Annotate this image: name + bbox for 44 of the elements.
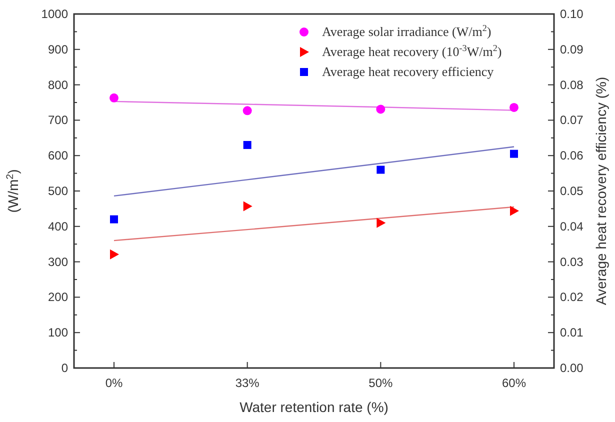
line-series bbox=[113, 146, 515, 197]
legend-label: Average heat recovery (10$^{-3}$W/m$^{2}$) bbox=[322, 43, 502, 59]
y2-tick-label: 0.07 bbox=[560, 113, 584, 128]
y2-tick-label: 0.05 bbox=[560, 184, 584, 198]
x-tick-label: 33% bbox=[235, 376, 260, 390]
point bbox=[110, 215, 118, 224]
y-tick-label: 400 bbox=[48, 219, 68, 234]
legend-label: Average heat recovery efficiency bbox=[322, 64, 494, 79]
y-tick-label: 600 bbox=[48, 148, 68, 163]
point bbox=[376, 166, 385, 174]
x-tick-label: 60% bbox=[502, 376, 526, 390]
point bbox=[510, 150, 518, 158]
x-tick-label: 0% bbox=[105, 376, 123, 390]
y-tick-label: 500 bbox=[48, 184, 68, 198]
y-tick-label: 300 bbox=[48, 254, 68, 269]
y-tick-label: 100 bbox=[48, 326, 68, 340]
legend-label: Average solar irradiance (W/m$^{2}$) bbox=[322, 23, 492, 39]
y2-tick-label: 0.04 bbox=[560, 219, 584, 234]
point bbox=[376, 218, 386, 228]
point bbox=[243, 201, 252, 212]
y-tick-label: 1000 bbox=[41, 7, 68, 21]
y2-axis-title: Average heat recovery efficiency (%) bbox=[593, 76, 609, 306]
point bbox=[376, 104, 386, 114]
point bbox=[243, 140, 252, 149]
y-tick-label: 900 bbox=[48, 42, 68, 56]
y2-tick-label: 0.00 bbox=[560, 361, 584, 375]
point bbox=[510, 102, 518, 112]
y-tick-label: 0 bbox=[61, 361, 68, 375]
y2-tick-label: 0.03 bbox=[560, 254, 584, 269]
y-tick-label: 700 bbox=[48, 113, 68, 128]
y2-tick-label: 0.02 bbox=[560, 290, 584, 304]
y2-tick-label: 0.01 bbox=[560, 326, 584, 340]
y2-tick-label: 0.08 bbox=[560, 78, 584, 92]
y-tick-label: 200 bbox=[48, 290, 68, 304]
x-tick-label: 50% bbox=[368, 376, 393, 390]
y2-tick-label: 0.09 bbox=[560, 42, 584, 56]
y-tick-label: 800 bbox=[48, 78, 68, 92]
y2-tick-label: 0.10 bbox=[560, 7, 584, 21]
point bbox=[110, 249, 119, 260]
point bbox=[510, 206, 519, 216]
y2-tick-label: 0.06 bbox=[560, 148, 584, 163]
x-axis-title: Water retention rate (%) bbox=[240, 399, 388, 415]
point bbox=[242, 106, 252, 116]
point bbox=[110, 93, 118, 102]
